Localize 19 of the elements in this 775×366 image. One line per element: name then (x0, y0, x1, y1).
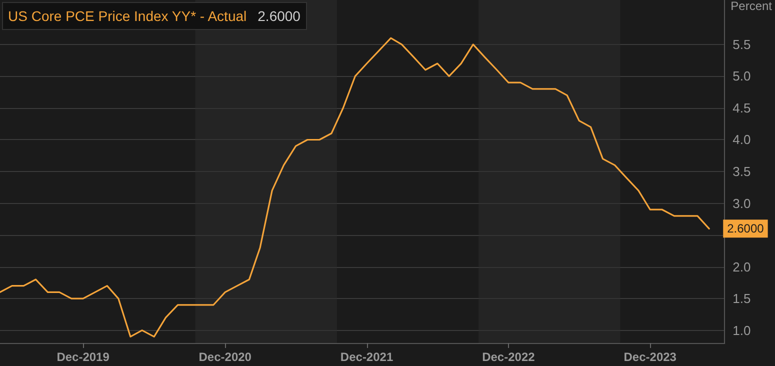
y-tick-label: 1.5 (732, 291, 751, 306)
y-tick-label: 4.0 (732, 132, 751, 148)
x-tick-label: Dec-2021 (340, 350, 394, 364)
x-tick-label: Dec-2019 (56, 350, 110, 364)
x-tick-label: Dec-2023 (624, 350, 677, 364)
data-label: 2.6000 (727, 222, 764, 236)
y-tick-label: 4.5 (732, 100, 751, 116)
annotation: 2.6000 (258, 8, 301, 24)
x-tick-label: Dec-2022 (482, 350, 536, 364)
y-tick-label: 5.0 (732, 68, 751, 84)
line-series (0, 37, 710, 338)
y-tick-label: 3.0 (732, 196, 751, 211)
y-tick-label: 2.0 (732, 259, 751, 274)
y-axis-title: Percent (730, 0, 773, 13)
x-tick-label: Dec-2020 (198, 350, 252, 364)
y-tick-label: 3.5 (732, 164, 751, 179)
y-tick-label: 1.0 (732, 322, 751, 338)
text: US Core PCE Price Index YY* - Actual (8, 8, 247, 24)
y-tick-label: 5.5 (732, 36, 751, 52)
